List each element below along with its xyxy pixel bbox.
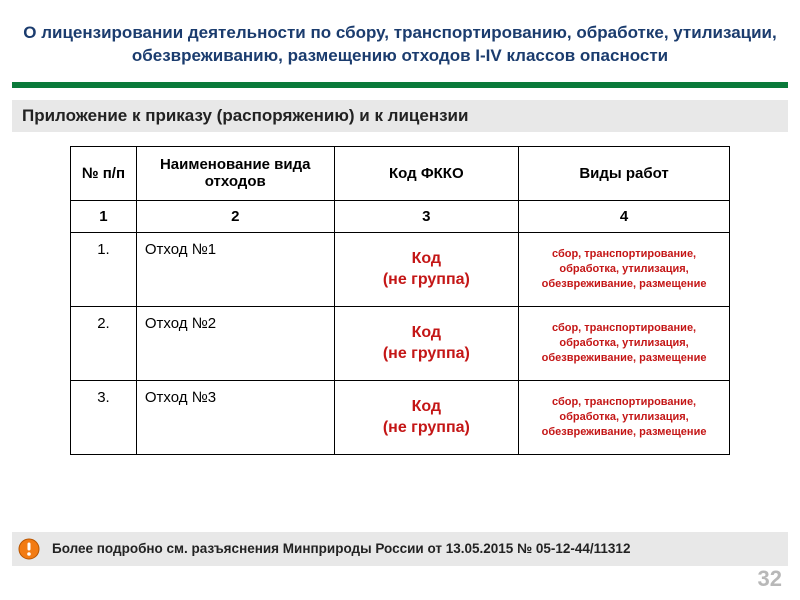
table-header-row: № п/п Наименование вида отходов Код ФККО… xyxy=(71,146,730,200)
th-num: № п/п xyxy=(71,146,137,200)
cell-num: 1. xyxy=(71,232,137,306)
th-code: Код ФККО xyxy=(334,146,519,200)
cell-code: Код(не группа) xyxy=(334,306,519,380)
cell-name: Отход №1 xyxy=(136,232,334,306)
table-index-row: 1 2 3 4 xyxy=(71,200,730,232)
th-name: Наименование вида отходов xyxy=(136,146,334,200)
page-number: 32 xyxy=(758,566,782,592)
waste-table: № п/п Наименование вида отходов Код ФККО… xyxy=(70,146,730,455)
idx-4: 4 xyxy=(519,200,730,232)
cell-code: Код(не группа) xyxy=(334,380,519,454)
idx-2: 2 xyxy=(136,200,334,232)
table-row: 1.Отход №1Код(не группа)сбор, транспорти… xyxy=(71,232,730,306)
cell-work: сбор, транспортирование, обработка, утил… xyxy=(519,232,730,306)
page-title: О лицензировании деятельности по сбору, … xyxy=(20,22,780,68)
table-container: № п/п Наименование вида отходов Код ФККО… xyxy=(0,146,800,455)
cell-work: сбор, транспортирование, обработка, утил… xyxy=(519,380,730,454)
table-row: 2.Отход №2Код(не группа)сбор, транспорти… xyxy=(71,306,730,380)
green-divider xyxy=(12,82,788,88)
cell-name: Отход №2 xyxy=(136,306,334,380)
idx-1: 1 xyxy=(71,200,137,232)
footer-text: Более подробно см. разъяснения Минприрод… xyxy=(52,540,776,558)
footer-bar: Более подробно см. разъяснения Минприрод… xyxy=(12,532,788,566)
cell-name: Отход №3 xyxy=(136,380,334,454)
table-row: 3.Отход №3Код(не группа)сбор, транспорти… xyxy=(71,380,730,454)
cell-code: Код(не группа) xyxy=(334,232,519,306)
exclamation-icon xyxy=(18,538,40,560)
cell-num: 3. xyxy=(71,380,137,454)
title-block: О лицензировании деятельности по сбору, … xyxy=(0,0,800,82)
table-body: 1.Отход №1Код(не группа)сбор, транспорти… xyxy=(71,232,730,454)
idx-3: 3 xyxy=(334,200,519,232)
subtitle-text: Приложение к приказу (распоряжению) и к … xyxy=(22,106,778,126)
th-work: Виды работ xyxy=(519,146,730,200)
subtitle-bar: Приложение к приказу (распоряжению) и к … xyxy=(12,100,788,132)
cell-num: 2. xyxy=(71,306,137,380)
cell-work: сбор, транспортирование, обработка, утил… xyxy=(519,306,730,380)
